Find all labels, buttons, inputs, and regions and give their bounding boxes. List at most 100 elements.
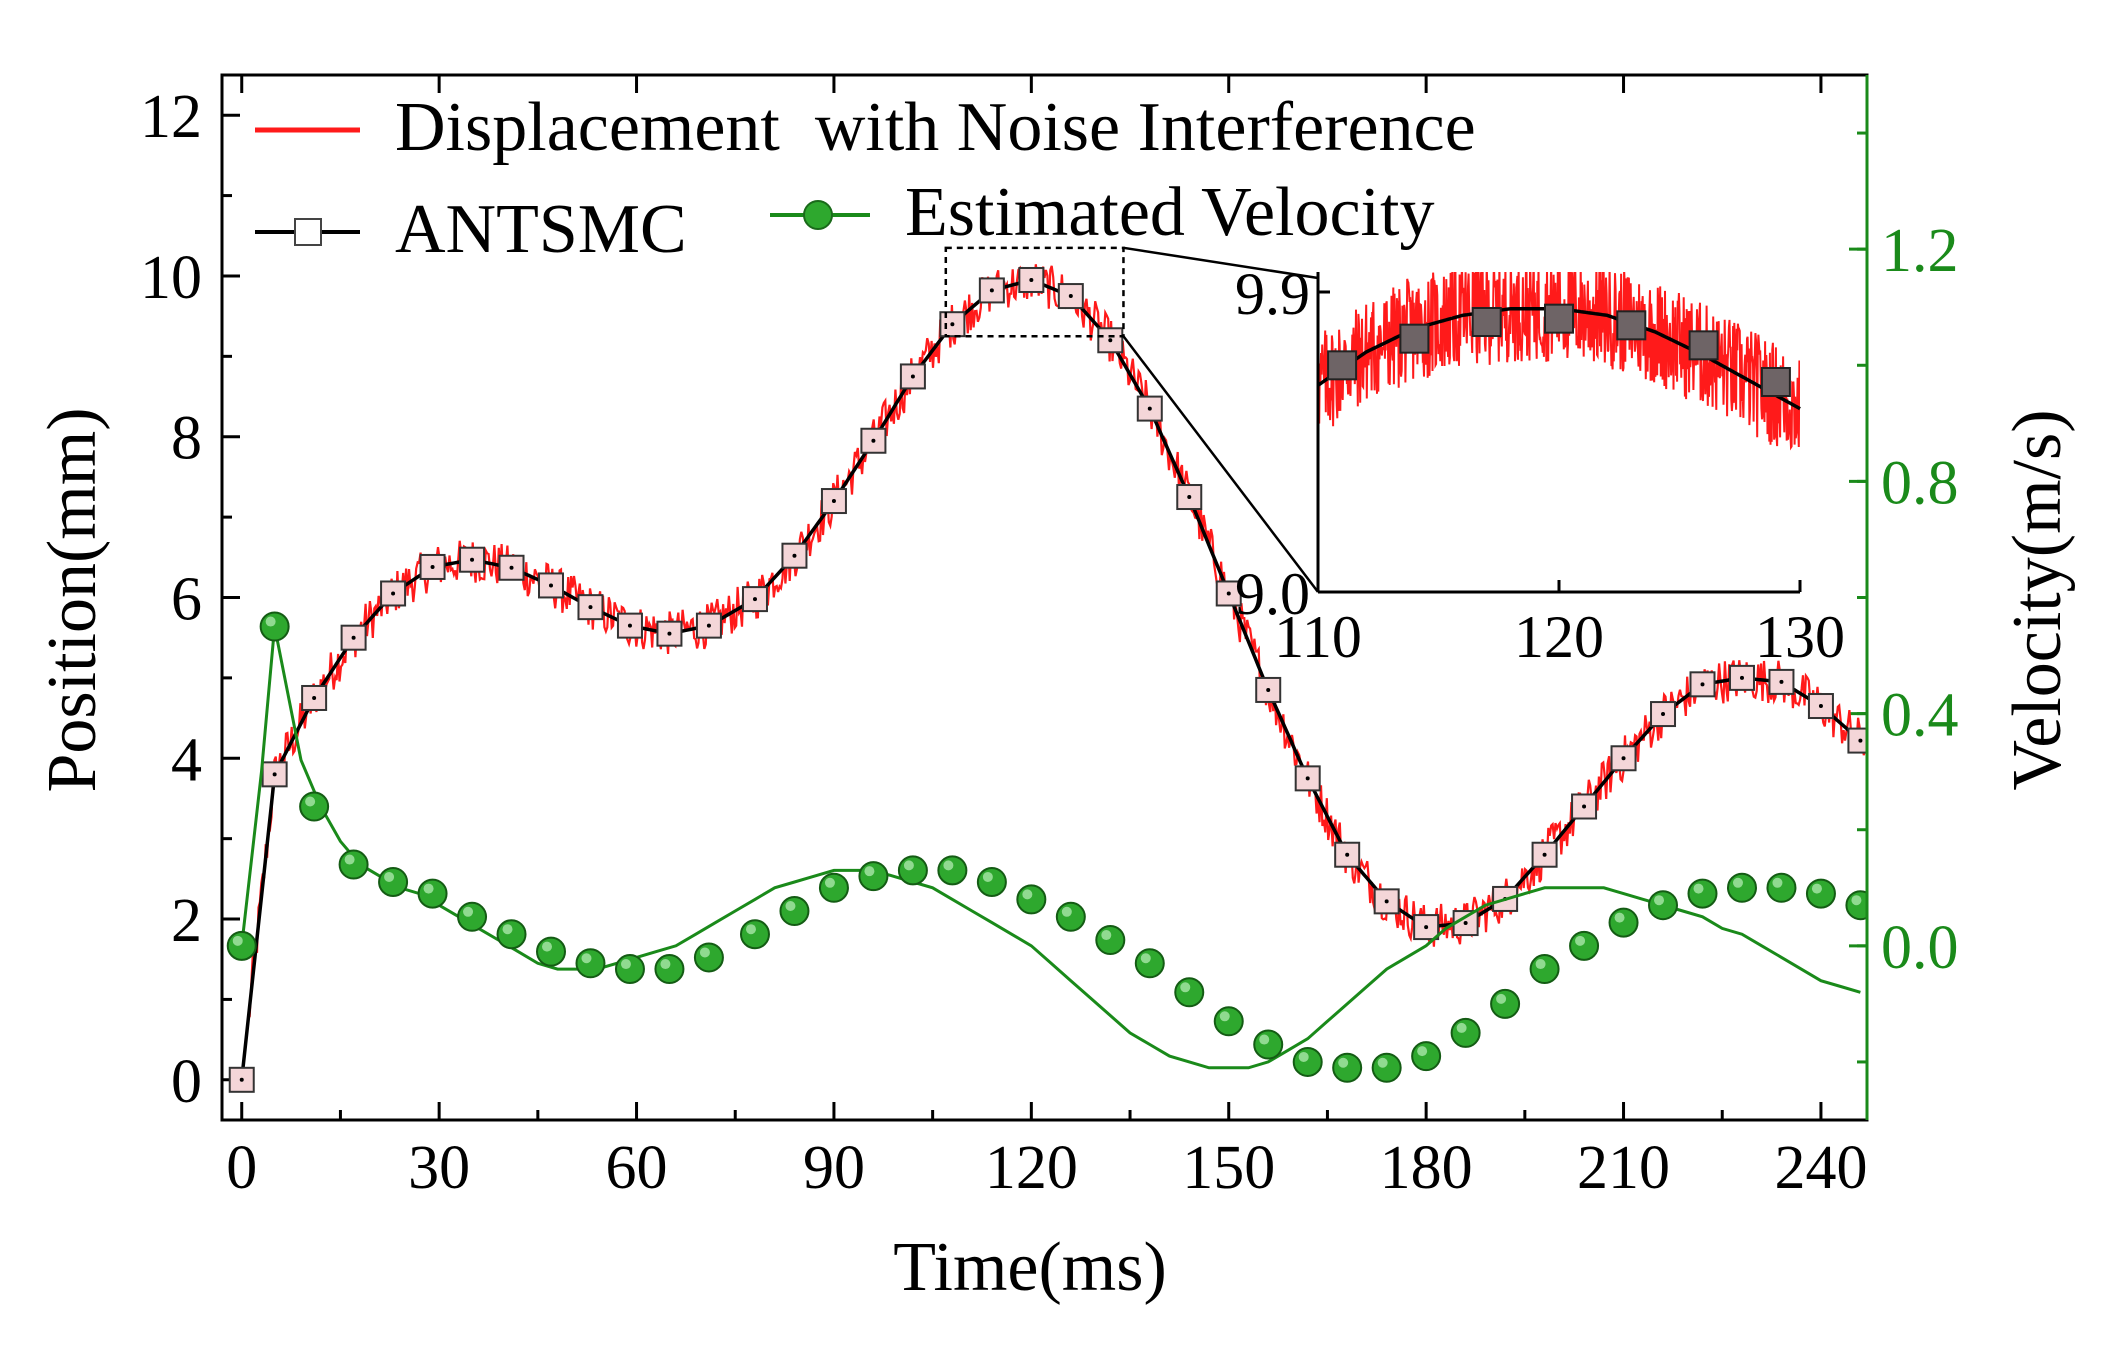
y-left-tick-label: 10 — [140, 244, 202, 312]
antsmc-marker — [1847, 727, 1867, 754]
velocity-marker — [739, 919, 770, 950]
antsmc-marker-center — [391, 591, 396, 596]
antsmc-marker-center — [1029, 277, 1034, 282]
velocity-marker-highlight — [943, 860, 954, 871]
inset-antsmc-marker — [1616, 310, 1647, 341]
inset-zoom: 110 120 130 9.0 9.9 — [944, 246, 1845, 670]
velocity-marker-highlight — [1338, 1057, 1349, 1068]
x-axis-label: Time(ms) — [893, 1229, 1167, 1306]
velocity-marker-highlight — [1496, 993, 1507, 1004]
velocity-marker-highlight — [785, 901, 796, 911]
antsmc-marker — [419, 553, 446, 580]
antsmc-marker-center — [351, 635, 356, 640]
velocity-marker-highlight — [1298, 1051, 1309, 1062]
antsmc-marker-center — [910, 374, 915, 379]
velocity-marker-highlight — [1022, 889, 1033, 900]
velocity-marker — [1055, 901, 1086, 932]
velocity-marker-highlight — [1654, 895, 1665, 906]
inset-antsmc-marker — [1688, 330, 1719, 361]
inset-antsmc-marker — [1544, 303, 1574, 334]
x-tick-label: 30 — [408, 1134, 470, 1202]
x-tick-label: 60 — [606, 1134, 668, 1202]
velocity-marker-highlight — [1140, 953, 1151, 964]
inset-antsmc-marker — [1471, 307, 1502, 337]
antsmc-marker-center — [1818, 704, 1823, 709]
antsmc-marker-center — [1305, 776, 1310, 781]
legend-label-displacement: Displacement with Noise Interference — [395, 89, 1476, 166]
tick-labels: 0 30 60 90 120 150 180 210 240 0 2 4 6 8 10 12 0.0 0.4 0.8… — [140, 83, 1959, 1202]
velocity-marker — [1805, 878, 1836, 909]
antsmc-marker-center — [1226, 591, 1231, 596]
velocity-marker — [693, 942, 724, 973]
y-right-tick-label: 0.0 — [1881, 914, 1959, 982]
y-left-tick-label: 4 — [171, 726, 202, 794]
velocity-marker — [1332, 1052, 1363, 1083]
y-right-tick-label: 0.4 — [1881, 682, 1959, 750]
velocity-marker — [1687, 878, 1718, 909]
velocity-marker — [1213, 1006, 1244, 1037]
velocity-marker-highlight — [1614, 912, 1625, 923]
antsmc-marker — [939, 311, 966, 338]
velocity-marker — [976, 866, 1007, 897]
velocity-marker-highlight — [1732, 877, 1743, 888]
velocity-marker-highlight — [463, 906, 474, 917]
velocity-marker — [1529, 954, 1560, 985]
antsmc-marker — [1610, 745, 1637, 772]
antsmc-marker-center — [1108, 338, 1113, 343]
velocity-marker — [654, 954, 685, 985]
inset-antsmc-marker — [1327, 350, 1358, 381]
y-axis-right-label: Velocity(m/s) — [1999, 409, 2076, 790]
y-left-tick-label: 8 — [171, 405, 202, 473]
velocity-marker-highlight — [620, 959, 631, 970]
velocity-marker — [1490, 988, 1521, 1019]
velocity-marker — [338, 849, 369, 880]
velocity-series — [226, 611, 1867, 1083]
inset-x-tick-label: 110 — [1274, 604, 1362, 670]
velocity-marker — [575, 948, 606, 979]
antsmc-marker-center — [706, 623, 711, 628]
velocity-marker — [259, 611, 290, 642]
velocity-marker — [536, 936, 566, 967]
antsmc-marker — [1255, 676, 1282, 703]
velocity-marker — [1450, 1017, 1481, 1048]
velocity-marker-highlight — [660, 959, 671, 970]
velocity-marker — [417, 878, 448, 909]
velocity-marker-highlight — [1180, 982, 1191, 993]
zoom-source-box — [944, 246, 1125, 338]
inset-y-tick-label: 9.0 — [1235, 561, 1310, 627]
velocity-marker — [1411, 1041, 1442, 1072]
antsmc-marker-center — [667, 631, 672, 636]
antsmc-marker-center — [1266, 687, 1271, 692]
velocity-line — [240, 626, 1861, 1070]
velocity-marker — [457, 901, 488, 932]
velocity-marker-highlight — [1101, 930, 1112, 941]
velocity-marker — [937, 855, 968, 886]
displacement-noise-line — [247, 264, 1867, 1018]
velocity-marker — [496, 919, 527, 950]
legend-entry-displacement: Displacement with Noise Interference — [255, 89, 1476, 166]
velocity-marker-highlight — [1417, 1046, 1428, 1057]
inset-y-tick-label: 9.9 — [1235, 261, 1310, 327]
velocity-marker — [226, 930, 257, 961]
antsmc-marker-center — [1147, 406, 1152, 411]
velocity-marker — [614, 954, 645, 985]
velocity-marker-highlight — [824, 877, 835, 888]
velocity-marker-highlight — [1061, 906, 1072, 917]
antsmc-marker-center — [1542, 852, 1547, 857]
velocity-marker — [1292, 1046, 1323, 1077]
antsmc-marker — [616, 612, 643, 639]
antsmc-marker-center — [549, 583, 553, 588]
velocity-marker — [897, 855, 928, 886]
antsmc-marker-center — [588, 605, 593, 610]
velocity-marker-highlight — [305, 796, 316, 807]
x-tick-label: 180 — [1380, 1134, 1473, 1202]
legend-label-velocity: Estimated Velocity — [905, 174, 1434, 251]
legend-marker-square — [294, 218, 322, 246]
velocity-marker — [858, 861, 889, 892]
antsmc-marker-center — [1700, 682, 1705, 687]
velocity-marker-highlight — [384, 871, 395, 882]
inset-x-tick-label: 120 — [1514, 604, 1604, 670]
velocity-marker — [1253, 1029, 1284, 1060]
antsmc-marker-center — [430, 564, 435, 569]
